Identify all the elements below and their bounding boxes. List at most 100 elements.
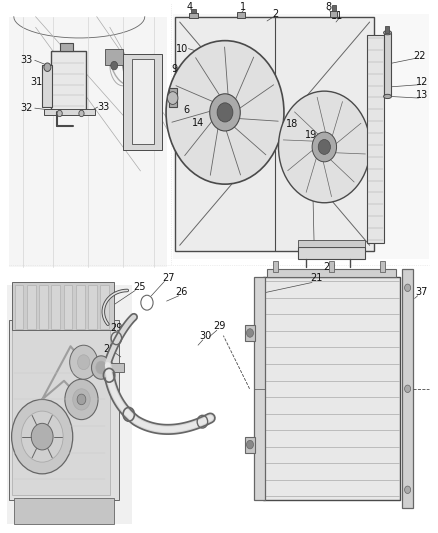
Text: 19: 19 <box>304 130 317 140</box>
Bar <box>42 64 52 107</box>
Text: 8: 8 <box>325 2 331 12</box>
Text: 32: 32 <box>20 103 32 113</box>
Circle shape <box>405 284 411 292</box>
Circle shape <box>247 440 254 449</box>
Circle shape <box>77 394 86 405</box>
Circle shape <box>57 110 62 117</box>
Bar <box>51 51 86 112</box>
Bar <box>385 26 389 33</box>
Circle shape <box>217 103 233 122</box>
Circle shape <box>247 329 254 337</box>
Circle shape <box>405 486 411 494</box>
Text: 20: 20 <box>323 262 335 271</box>
Text: 12: 12 <box>416 77 428 87</box>
Text: 27: 27 <box>162 273 175 283</box>
Bar <box>245 325 255 341</box>
Bar <box>384 33 392 96</box>
Ellipse shape <box>384 94 392 99</box>
Bar <box>330 11 337 17</box>
Bar <box>123 54 162 150</box>
Circle shape <box>318 140 330 155</box>
Text: 18: 18 <box>286 119 298 129</box>
Circle shape <box>111 61 118 70</box>
Circle shape <box>96 361 106 374</box>
Bar <box>254 277 265 500</box>
Circle shape <box>70 345 98 379</box>
Bar <box>51 285 60 329</box>
Circle shape <box>312 132 336 162</box>
Bar <box>297 240 365 247</box>
Bar <box>263 277 400 500</box>
Ellipse shape <box>315 139 333 156</box>
Bar <box>12 325 110 495</box>
Circle shape <box>92 356 111 379</box>
Circle shape <box>12 399 73 474</box>
Text: 11: 11 <box>331 11 343 21</box>
Text: 6: 6 <box>183 104 189 115</box>
Text: 29: 29 <box>110 322 123 333</box>
Bar <box>44 109 95 115</box>
Circle shape <box>65 379 98 419</box>
Text: 14: 14 <box>192 118 204 128</box>
Bar <box>367 35 384 243</box>
Text: 25: 25 <box>133 282 146 292</box>
Text: 28: 28 <box>103 344 115 354</box>
Text: 26: 26 <box>176 287 188 297</box>
Circle shape <box>210 94 240 131</box>
Text: 29: 29 <box>213 321 225 331</box>
Text: 30: 30 <box>199 330 211 341</box>
Circle shape <box>78 355 90 370</box>
Bar <box>60 43 73 51</box>
Text: 33: 33 <box>20 55 32 66</box>
Bar <box>380 261 385 272</box>
Circle shape <box>79 110 84 117</box>
Polygon shape <box>10 17 166 266</box>
Text: 4: 4 <box>186 2 192 12</box>
Circle shape <box>166 41 284 184</box>
Circle shape <box>21 411 63 462</box>
Text: 13: 13 <box>416 91 428 100</box>
Ellipse shape <box>213 102 237 123</box>
Circle shape <box>44 63 51 71</box>
Bar <box>245 437 255 453</box>
Circle shape <box>405 385 411 392</box>
Bar <box>173 14 428 259</box>
Bar <box>273 261 279 272</box>
Bar <box>100 285 109 329</box>
Bar <box>12 282 114 330</box>
Bar <box>64 285 72 329</box>
Bar <box>7 285 132 524</box>
Circle shape <box>279 91 370 203</box>
Text: 22: 22 <box>413 51 426 61</box>
Bar <box>329 261 334 272</box>
Bar <box>88 285 97 329</box>
Text: 10: 10 <box>176 44 188 54</box>
Bar <box>403 269 413 508</box>
Bar <box>76 285 85 329</box>
Text: 2: 2 <box>272 9 278 19</box>
Bar <box>237 12 245 18</box>
Text: 1: 1 <box>240 2 246 12</box>
Bar <box>132 59 153 144</box>
Circle shape <box>167 92 178 104</box>
Bar <box>297 247 365 259</box>
Bar <box>39 285 48 329</box>
Ellipse shape <box>384 30 392 35</box>
Text: 31: 31 <box>30 77 42 86</box>
Bar <box>267 269 396 277</box>
Bar <box>27 285 35 329</box>
Bar <box>14 285 23 329</box>
Text: 33: 33 <box>97 102 110 112</box>
Circle shape <box>73 389 90 410</box>
Bar <box>332 5 336 11</box>
Bar <box>10 320 119 500</box>
Text: 37: 37 <box>415 287 427 297</box>
Bar <box>109 364 124 372</box>
Text: 9: 9 <box>171 64 177 74</box>
Bar <box>189 13 198 18</box>
Polygon shape <box>175 17 374 251</box>
Circle shape <box>31 423 53 450</box>
Bar <box>169 88 177 107</box>
Bar <box>106 49 123 64</box>
Bar <box>191 9 196 13</box>
